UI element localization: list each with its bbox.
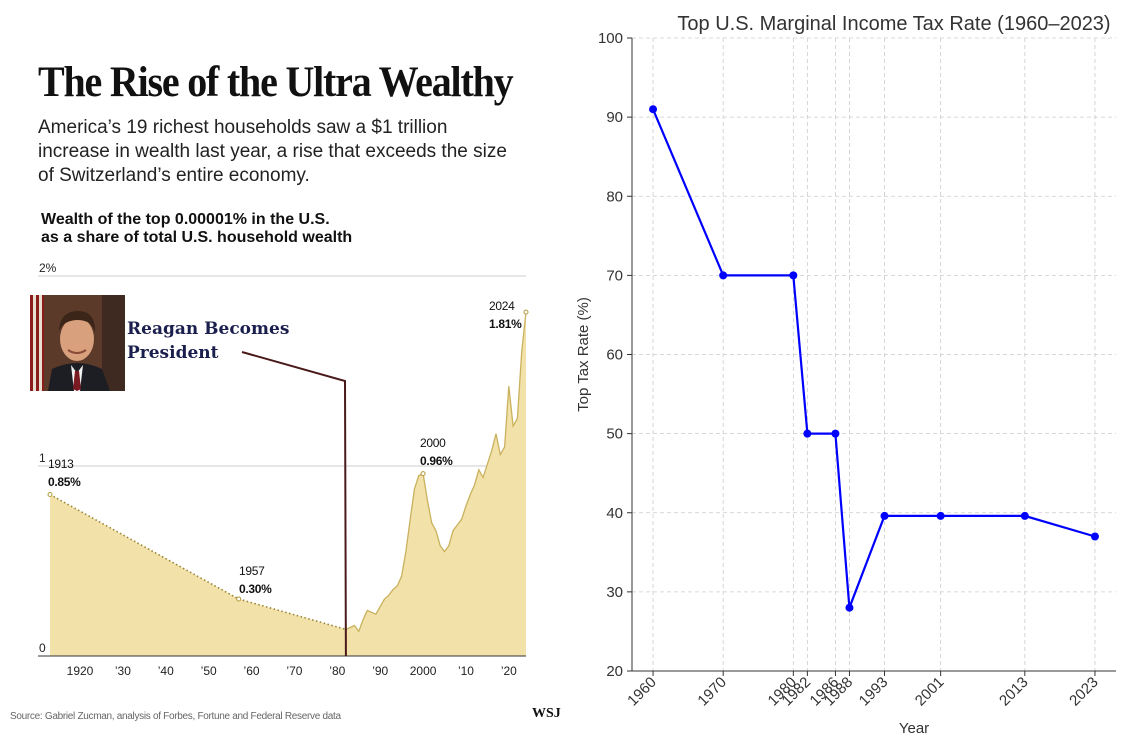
tax-rate-point — [831, 429, 840, 438]
wealth-x-tick-label: 2000 — [410, 664, 437, 678]
wealth-x-tick-label: ’20 — [501, 664, 517, 678]
wealth-annotation-value: 0.85% — [48, 475, 81, 489]
wealth-annotation-point — [236, 596, 242, 602]
wealth-x-tick-label: ’10 — [458, 664, 474, 678]
wealth-x-tick-label: ’30 — [115, 664, 131, 678]
wealth-annotation-year: 1913 — [48, 457, 74, 471]
wealth-annotation-value: 0.30% — [239, 582, 272, 596]
wsj-logo: WSJ — [532, 706, 561, 721]
tax-chart-title: Top U.S. Marginal Income Tax Rate (1960–… — [677, 13, 1110, 35]
reagan-annotation-line-2: President — [127, 343, 219, 363]
wealth-x-tick-label: ’40 — [158, 664, 174, 678]
wealth-x-tick-label: ’70 — [286, 664, 302, 678]
wealth-annotation-point — [420, 471, 426, 477]
reagan-pointer-line — [241, 351, 347, 657]
wealth-x-tick-label: ’60 — [244, 664, 260, 678]
tax-x-tick-label: 1993 — [856, 674, 892, 710]
tax-y-tick-label: 40 — [606, 505, 623, 522]
wealth-series-line — [345, 312, 527, 633]
tax-rate-point — [789, 271, 798, 280]
tax-y-tick-label: 60 — [606, 347, 623, 364]
tax-rate-chart-panel: Top U.S. Marginal Income Tax Rate (1960–… — [566, 0, 1124, 750]
chart-title-line-1: Wealth of the top 0.00001% in the U.S. — [41, 211, 330, 228]
chart-title: Wealth of the top 0.00001% in the U.S. a… — [41, 211, 441, 247]
reagan-annotation-line-1: Reagan Becomes — [127, 319, 290, 339]
tax-x-tick-label: 1960 — [624, 674, 660, 710]
wealth-x-tick-label: ’90 — [372, 664, 388, 678]
wealth-annotation-year: 1957 — [239, 564, 265, 578]
tax-rate-point — [803, 429, 812, 438]
wealth-area-fill — [50, 312, 526, 656]
tax-y-tick-label: 90 — [606, 109, 623, 126]
tax-x-axis-label: Year — [899, 720, 929, 737]
reagan-annotation: Reagan Becomes President — [127, 317, 289, 365]
tax-x-tick-label: 2013 — [996, 674, 1032, 710]
chart-title-line-2: as a share of total U.S. household wealt… — [41, 229, 353, 246]
source-note: Source: Gabriel Zucman, analysis of Forb… — [10, 711, 341, 722]
wealth-annotation-point — [47, 492, 53, 497]
wealth-y-tick-label: 2% — [39, 261, 57, 275]
tax-y-axis-label: Top Tax Rate (%) — [575, 297, 592, 412]
wealth-x-tick-label: ’50 — [201, 664, 217, 678]
headline: The Rise of the Ultra Wealthy — [38, 56, 514, 106]
wealth-annotation-year: 2000 — [420, 436, 446, 450]
wealth-annotation-value: 1.81% — [489, 317, 522, 331]
tax-rate-point — [719, 271, 728, 280]
tax-rate-point — [1020, 511, 1029, 520]
wealth-share-chart: 0 1 2% 1913 0.85% 1957 0.30% 2000 0.96% 2024 1.81%… — [38, 261, 529, 678]
reagan-portrait-image — [30, 295, 125, 391]
tax-x-tick-label: 1970 — [694, 674, 730, 710]
tax-y-tick-label: 30 — [606, 584, 623, 601]
tax-y-tick-label: 20 — [606, 663, 623, 680]
tax-y-tick-label: 100 — [598, 30, 623, 47]
tax-rate-point — [845, 603, 854, 612]
tax-rate-point — [649, 105, 658, 114]
wealth-x-tick-label: 1920 — [67, 664, 94, 678]
wealth-annotation-value: 0.96% — [420, 454, 453, 468]
tax-y-tick-label: 70 — [606, 267, 623, 284]
dek-text: America’s 19 richest households saw a $1… — [38, 117, 507, 186]
wealth-x-tick-label: ’80 — [329, 664, 345, 678]
tax-rate-point — [880, 511, 889, 520]
tax-rate-point — [936, 511, 945, 520]
tax-rate-chart: Top U.S. Marginal Income Tax Rate (1960–… — [575, 13, 1116, 737]
wealth-y-tick-label: 1 — [39, 451, 46, 465]
wealth-y-tick-label: 0 — [39, 641, 46, 655]
tax-x-tick-label: 2023 — [1066, 674, 1102, 710]
tax-rate-point — [1090, 532, 1099, 541]
tax-rate-series-line — [651, 108, 1096, 609]
wealth-annotation-point — [523, 309, 529, 315]
tax-y-tick-label: 50 — [606, 426, 623, 443]
wealth-infographic: The Rise of the Ultra Wealthy America’s … — [10, 56, 561, 722]
wealth-annotation-year: 2024 — [489, 299, 515, 313]
tax-x-tick-label: 2001 — [912, 674, 948, 710]
tax-y-tick-label: 80 — [606, 188, 623, 205]
